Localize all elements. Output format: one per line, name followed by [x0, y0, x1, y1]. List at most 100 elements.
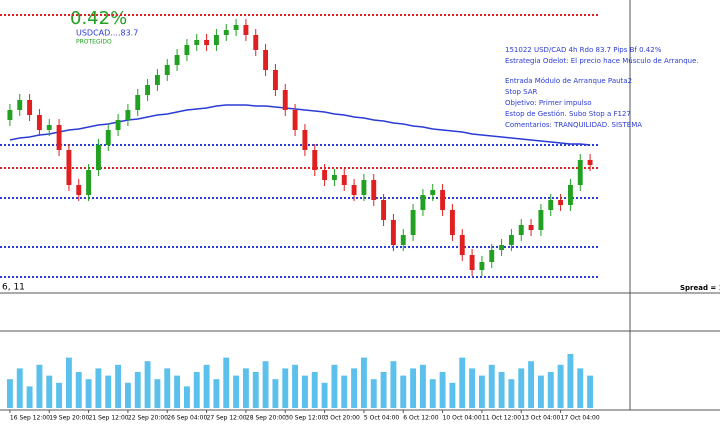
volume-bar	[469, 368, 476, 408]
volume-bar	[16, 368, 23, 408]
symbol-label: USDCAD....83.7	[76, 29, 138, 38]
candle-body	[381, 200, 387, 220]
candle-body	[223, 30, 229, 35]
volume-bar	[154, 379, 161, 408]
volume-bar	[488, 364, 495, 408]
annotation: Objetivo: Primer impulso	[505, 99, 592, 107]
candle-body	[538, 210, 544, 230]
candle-body	[351, 185, 357, 195]
volume-bar	[272, 379, 279, 408]
volume-bar	[144, 361, 151, 408]
candle-body	[322, 170, 328, 180]
candle-body	[479, 262, 485, 270]
volume-bar	[252, 372, 259, 408]
volume-bar	[370, 379, 377, 408]
candle-body	[56, 125, 62, 150]
volume-bar	[115, 364, 122, 408]
candle-body	[204, 40, 210, 45]
candle-body	[361, 180, 367, 195]
annotation: Stop SAR	[505, 88, 538, 96]
volume-bar	[75, 372, 82, 408]
candle-body	[400, 235, 406, 245]
volume-bar	[242, 368, 249, 408]
candle-body	[154, 75, 160, 85]
volume-bar	[528, 361, 535, 408]
volume-bar	[449, 382, 456, 408]
volume-bar	[478, 375, 485, 408]
candle-body	[390, 220, 396, 245]
candle-body	[7, 110, 13, 120]
candle-body	[548, 200, 554, 210]
candle-body	[440, 190, 446, 210]
volume-bar	[321, 382, 328, 408]
candle-body	[587, 160, 593, 165]
candle-body	[420, 195, 426, 210]
volume-bar	[46, 375, 53, 408]
candle-body	[125, 110, 131, 120]
candle-body	[17, 100, 23, 110]
volume-bar	[174, 375, 181, 408]
x-tick-label: 10 Oct 04:00	[443, 415, 482, 422]
volume-bar	[341, 375, 348, 408]
volume-bar	[547, 372, 554, 408]
volume-bar	[508, 379, 515, 408]
candle-body	[469, 255, 475, 270]
x-tick-label: 26 Sep 04:00	[167, 415, 207, 422]
volume-bar	[292, 364, 299, 408]
volume-bar	[567, 354, 574, 408]
x-tick-label: 27 Sep 12:00	[207, 415, 247, 422]
candle-body	[46, 125, 52, 130]
candle-body	[518, 225, 524, 235]
candle-body	[558, 200, 564, 205]
volume-bar	[282, 368, 289, 408]
volume-bar	[134, 372, 141, 408]
candle-body	[430, 190, 436, 195]
candle-body	[410, 210, 416, 235]
volume-bar	[351, 368, 358, 408]
annotation: Entrada Módulo de Arranque Pauta2	[505, 77, 632, 85]
volume-bar	[537, 375, 544, 408]
volume-bar	[429, 379, 436, 408]
candle-body	[449, 210, 455, 235]
volume-bar	[65, 357, 72, 408]
x-tick-label: 11 Oct 12:00	[482, 415, 521, 422]
volume-bar	[183, 386, 190, 408]
candle-body	[253, 35, 259, 50]
candle-body	[331, 175, 337, 180]
candle-body	[243, 25, 249, 35]
candle-body	[282, 90, 288, 110]
candle-body	[341, 175, 347, 185]
volume-bar	[459, 357, 466, 408]
volume-bar	[439, 372, 446, 408]
candle-body	[66, 150, 72, 185]
candle-body	[115, 120, 121, 130]
volume-bar	[587, 375, 594, 408]
volume-bar	[390, 361, 397, 408]
x-tick-label: 13 Oct 04:00	[521, 415, 560, 422]
x-tick-label: 19 Sep 20:00	[49, 415, 89, 422]
volume-bar	[105, 375, 112, 408]
candle-body	[489, 250, 495, 262]
candle-body	[577, 160, 583, 185]
candle-body	[174, 55, 180, 65]
volume-bar	[233, 375, 240, 408]
annotation: Estrategia Odelot: El precio hace Múscul…	[505, 57, 699, 65]
candle-body	[508, 235, 514, 245]
volume-bar	[26, 386, 33, 408]
volume-bar	[518, 368, 525, 408]
candle-body	[499, 245, 505, 250]
candle-body	[528, 225, 534, 230]
volume-bar	[124, 382, 131, 408]
volume-bar	[56, 382, 63, 408]
x-tick-label: 22 Sep 20:00	[128, 415, 168, 422]
candle-body	[272, 70, 278, 90]
x-tick-label: 28 Sep 20:00	[246, 415, 286, 422]
volume-bar	[193, 372, 200, 408]
candle-body	[36, 115, 42, 130]
candle-body	[263, 50, 269, 70]
spread-label: Spread = 1.6 p	[680, 284, 720, 292]
volume-bar	[557, 364, 564, 408]
volume-bar	[400, 375, 407, 408]
candle-body	[105, 130, 111, 145]
x-tick-label: 16 Sep 12:00	[10, 415, 50, 422]
